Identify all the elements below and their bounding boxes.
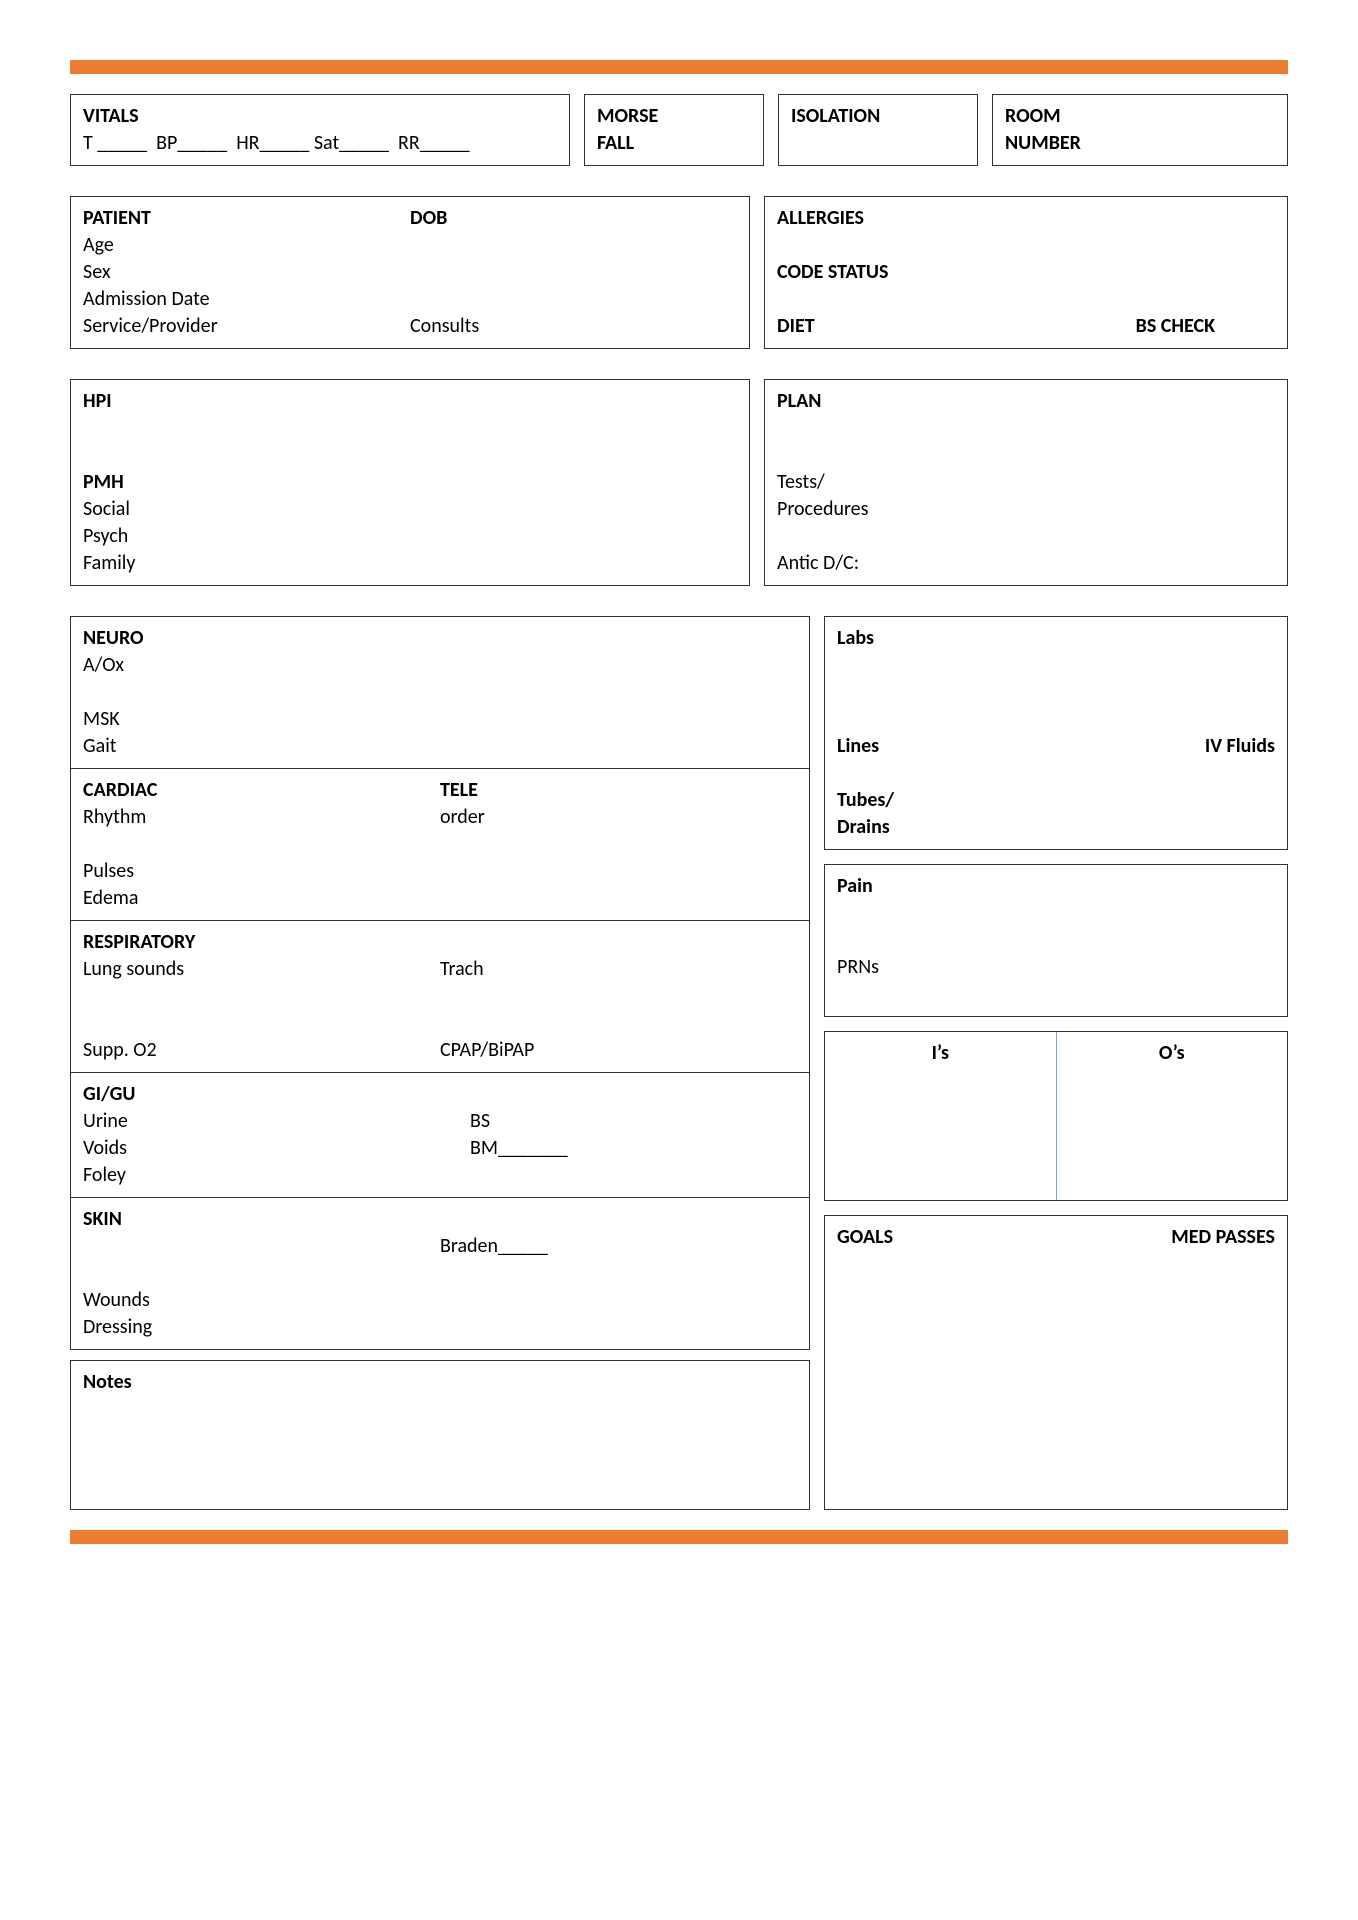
vitals-box: VITALS T _____ BP_____ HR_____ Sat_____ … xyxy=(70,94,570,166)
io-box: I’s O’s xyxy=(824,1031,1288,1201)
isolation-box: ISOLATION xyxy=(778,94,978,166)
hpi-box: HPI PMH Social Psych Family xyxy=(70,379,750,586)
morse-fall-box: MORSE FALL xyxy=(584,94,764,166)
plan-box: PLAN Tests/ Procedures Antic D/C: xyxy=(764,379,1288,586)
notes-box: Notes xyxy=(70,1360,810,1510)
labs-box: Labs Lines IV Fluids Tubes/ Drains xyxy=(824,616,1288,850)
vitals-title: VITALS xyxy=(83,103,557,130)
goals-box: GOALS MED PASSES xyxy=(824,1215,1288,1510)
intake-col: I’s xyxy=(825,1032,1057,1200)
assessment-left-col: NEURO A/Ox MSK Gait CARDIAC Rhythm Pulse… xyxy=(70,616,810,1510)
cardiac-box: CARDIAC Rhythm Pulses Edema TELE order xyxy=(70,769,810,921)
gigu-box: GI/GU Urine Voids Foley BS BM_______ xyxy=(70,1073,810,1198)
patient-allergies-row: PATIENT Age Sex Admission Date Service/P… xyxy=(70,196,1288,349)
assessment-row: NEURO A/Ox MSK Gait CARDIAC Rhythm Pulse… xyxy=(70,616,1288,1510)
header-row: VITALS T _____ BP_____ HR_____ Sat_____ … xyxy=(70,94,1288,166)
patient-box: PATIENT Age Sex Admission Date Service/P… xyxy=(70,196,750,349)
pain-box: Pain PRNs xyxy=(824,864,1288,1017)
room-number-box: ROOM NUMBER xyxy=(992,94,1288,166)
hpi-plan-row: HPI PMH Social Psych Family PLAN Tests/ … xyxy=(70,379,1288,586)
allergies-box: ALLERGIES CODE STATUS DIET BS CHECK xyxy=(764,196,1288,349)
vitals-fields: T _____ BP_____ HR_____ Sat_____ RR_____ xyxy=(83,130,557,157)
assessment-right-col: Labs Lines IV Fluids Tubes/ Drains Pain … xyxy=(824,616,1288,1510)
bottom-accent-bar xyxy=(70,1530,1288,1544)
respiratory-box: RESPIRATORY Lung sounds Supp. O2 Trach C… xyxy=(70,921,810,1073)
neuro-box: NEURO A/Ox MSK Gait xyxy=(70,616,810,769)
output-col: O’s xyxy=(1057,1032,1288,1200)
skin-box: SKIN Wounds Dressing Braden_____ xyxy=(70,1198,810,1350)
top-accent-bar xyxy=(70,60,1288,74)
